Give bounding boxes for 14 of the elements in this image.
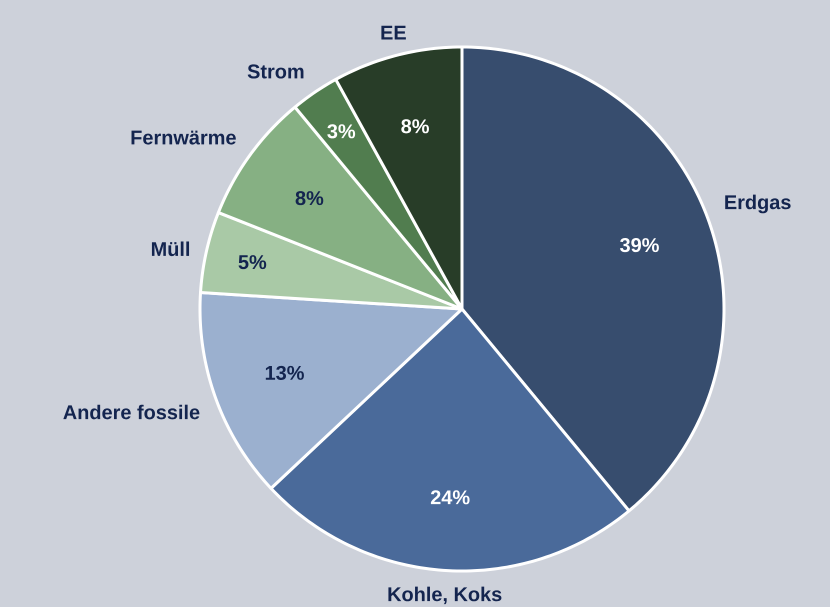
slice-label: Kohle, Koks — [388, 586, 502, 604]
slice-label: Andere fossile — [63, 404, 200, 420]
slice-label: Fernwärme — [132, 130, 236, 145]
slice-label: Strom — [248, 64, 304, 79]
data-label: 8% — [401, 119, 429, 134]
slice-label: EE — [381, 26, 406, 40]
data-label: 13% — [266, 366, 304, 380]
data-label: 39% — [620, 238, 659, 252]
data-label: 8% — [296, 191, 324, 206]
slice-label: Erdgas — [725, 194, 791, 214]
data-label: 24% — [430, 490, 470, 504]
data-label: 5% — [238, 255, 266, 270]
data-label: 3% — [327, 124, 356, 138]
slice-label: Müll — [152, 241, 190, 256]
